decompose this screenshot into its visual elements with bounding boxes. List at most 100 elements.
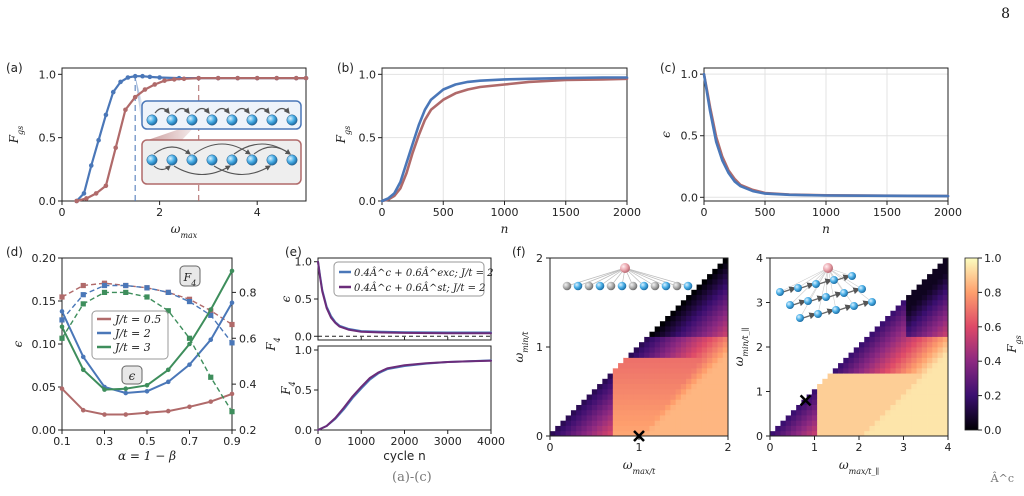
heatmap-cell [576, 399, 582, 405]
heatmap-cell [838, 362, 844, 369]
heatmap-cell [555, 362, 561, 369]
heatmap-cell [916, 415, 923, 421]
heatmap-cell [712, 336, 718, 343]
heatmap-cell [602, 320, 608, 327]
heatmap-cell [707, 383, 713, 390]
heatmap-cell [895, 409, 902, 416]
heatmap-cell [550, 331, 556, 337]
y-tick-label: 0.0 [295, 424, 313, 437]
heatmap-cell [885, 420, 891, 426]
heatmap-cell [864, 331, 870, 337]
inset-box-red [141, 139, 302, 185]
heatmap-cell [801, 409, 808, 416]
heatmap-cell [612, 415, 619, 421]
heatmap-cell [576, 409, 582, 416]
heatmap-cell [895, 294, 902, 301]
heatmap-cell [602, 341, 608, 348]
legend: 0.4Â^c + 0.6Â^exc; J/t = 20.4Â^c + 0.6Â^… [333, 261, 494, 297]
heatmap-cell [612, 273, 619, 280]
hopping-arrow [154, 107, 170, 114]
heatmap-cell [639, 305, 645, 311]
heatmap-cell [555, 315, 561, 322]
heatmap-cell [838, 420, 844, 426]
heatmap-cell [686, 383, 692, 390]
heatmap-cell [628, 383, 635, 390]
heatmap-cell [665, 268, 671, 275]
heatmap-cell [586, 388, 593, 395]
heatmap-cell [722, 305, 729, 311]
heatmap-cell [602, 394, 608, 400]
F4-point [186, 335, 193, 341]
heatmap-cell [932, 273, 938, 280]
heatmap-cell [576, 388, 582, 395]
heatmap-cell [680, 399, 687, 405]
heatmap-cell [670, 409, 677, 416]
heatmap-cell [780, 394, 787, 400]
heatmap-cell [900, 388, 907, 395]
heatmap-cell [900, 352, 907, 358]
heatmap-cell [859, 367, 865, 374]
heatmap-cell [701, 388, 708, 395]
heatmap-cell [586, 352, 593, 358]
heatmap-cell [607, 305, 614, 311]
heatmap-cell [864, 294, 870, 301]
heatmap-cell [817, 268, 823, 275]
heatmap-cell [853, 320, 860, 327]
heatmap-cell [591, 315, 598, 322]
heatmap-cell [770, 294, 776, 301]
heatmap-cell [827, 305, 834, 311]
heatmap-cell [890, 415, 897, 421]
heatmap-cell [927, 273, 933, 280]
heatmap-cell [555, 404, 561, 411]
heatmap-cell [874, 305, 881, 311]
heatmap-cell [691, 263, 697, 269]
heatmap-cell [623, 352, 629, 358]
heatmap-cell [859, 341, 865, 348]
heatmap-cell [780, 367, 787, 374]
heatmap-cell [890, 268, 897, 275]
heatmap-cell [785, 394, 792, 400]
heatmap-cell [644, 315, 650, 322]
heatmap-cell [801, 305, 808, 311]
heatmap-cell [576, 367, 582, 374]
heatmap-cell [885, 310, 891, 316]
heatmap-cell [927, 352, 933, 358]
x-tick-label: 0.9 [223, 435, 241, 448]
heatmap-cell [612, 425, 619, 432]
annotation-F4: F4 [183, 271, 197, 288]
heatmap-cell [670, 415, 677, 421]
heatmap-cell [565, 352, 572, 358]
heatmap-cell [602, 263, 608, 269]
heatmap-cell [701, 299, 708, 306]
heatmap-cell [916, 310, 923, 316]
heatmap-cell [885, 268, 891, 275]
heatmap-cell [722, 420, 729, 426]
heatmap-cell [879, 273, 886, 280]
heatmap-cell [817, 388, 823, 395]
heatmap-cell [649, 373, 656, 379]
heatmap-cell [937, 336, 944, 343]
heatmap-cell [785, 326, 792, 332]
heatmap-cell [817, 305, 823, 311]
heatmap-cell [707, 278, 713, 285]
heatmap-cell [806, 263, 813, 269]
heatmap-cell [927, 320, 933, 327]
heatmap-cell [670, 399, 677, 405]
heatmap-cell [701, 367, 708, 374]
heatmap-cell [570, 310, 577, 316]
heatmap-cell [560, 263, 567, 269]
colorbar-tick-label: 0.2 [984, 390, 1002, 403]
x-tick-label: 2000 [934, 206, 962, 219]
x-tick-label: 1500 [873, 206, 901, 219]
hopping-arrow [274, 107, 290, 114]
heatmap-cell [906, 430, 912, 437]
heatmap-cell [550, 326, 556, 332]
heatmap-cell [722, 326, 729, 332]
F4-point [186, 298, 193, 305]
heatmap-cell [932, 425, 938, 432]
heatmap-cell [722, 352, 729, 358]
heatmap-cell [900, 284, 907, 290]
heatmap-cell [801, 336, 808, 343]
heatmap-cell [838, 388, 844, 395]
heatmap-cell [597, 415, 603, 421]
